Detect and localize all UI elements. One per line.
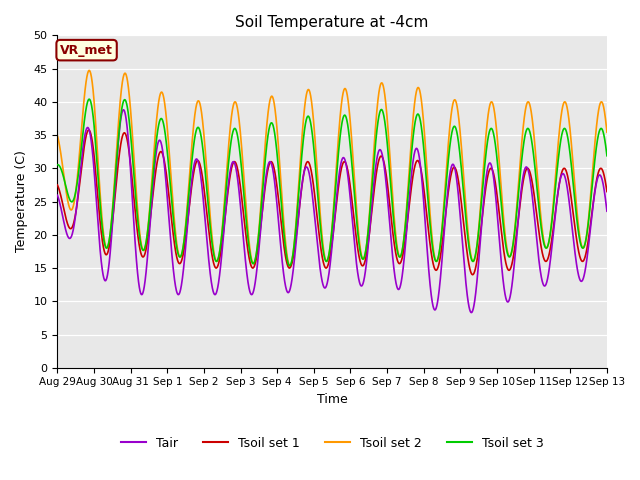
Legend: Tair, Tsoil set 1, Tsoil set 2, Tsoil set 3: Tair, Tsoil set 1, Tsoil set 2, Tsoil se… xyxy=(116,432,548,455)
Title: Soil Temperature at -4cm: Soil Temperature at -4cm xyxy=(236,15,429,30)
X-axis label: Time: Time xyxy=(317,393,348,406)
Text: VR_met: VR_met xyxy=(60,44,113,57)
Y-axis label: Temperature (C): Temperature (C) xyxy=(15,151,28,252)
